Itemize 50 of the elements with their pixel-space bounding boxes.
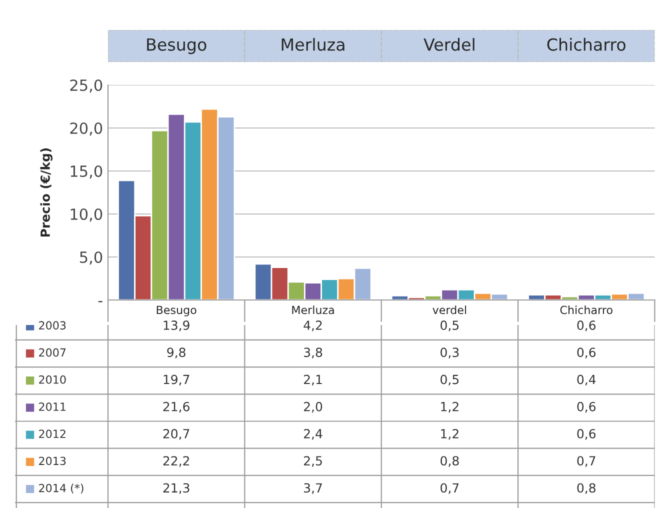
text: Verdel (424, 38, 474, 51)
data-label: 0,7 (577, 456, 596, 467)
data-label: 0,8 (440, 456, 459, 467)
y-tick-label: 5,0 (80, 251, 102, 265)
legend-label: 2013 (39, 456, 66, 466)
legend-label: 2007 (39, 348, 66, 357)
y-tick-label: 10,0 (70, 208, 102, 222)
data-label: 0,5 (440, 374, 459, 386)
data-label: 0,3 (440, 348, 459, 358)
legend-label: 2014 (*) (39, 484, 84, 494)
data-label: 0,6 (577, 402, 596, 413)
data-label: 2,5 (304, 456, 322, 467)
y-tick-label: 15,0 (70, 165, 102, 179)
legend-label: 2012 (39, 430, 66, 438)
data-label: 22,2 (163, 456, 190, 467)
data-label: 2,4 (304, 428, 322, 440)
legend-label: 2011 (39, 402, 66, 411)
data-label: 0,6 (577, 320, 596, 332)
data-label: 3,8 (304, 348, 322, 358)
data-label: 20,7 (163, 428, 190, 440)
data-label: 13,9 (164, 320, 190, 332)
data-label: 9,8 (167, 348, 186, 358)
x-tick-label: Besugo (156, 306, 196, 316)
data-label: 3,7 (304, 483, 322, 494)
data-label: 2,0 (304, 402, 322, 413)
data-label: 19,7 (164, 374, 190, 386)
data-label: 1,2 (441, 428, 458, 440)
text: Merluza (282, 38, 344, 51)
data-label: 0,7 (440, 483, 459, 494)
x-tick-label: verdel (432, 306, 466, 314)
y-tick-label: - (98, 301, 102, 302)
data-label: 21,6 (163, 402, 190, 413)
data-label: 4,2 (304, 320, 322, 332)
data-label: 0,5 (440, 320, 459, 332)
data-label: 0,4 (577, 374, 596, 386)
data-label: 0,6 (577, 428, 596, 440)
y-axis-title: Precio (€/kg) (40, 148, 52, 237)
legend-label: 2010 (39, 375, 66, 384)
text: Chicharro (547, 38, 626, 51)
data-label: 0,6 (577, 348, 596, 358)
text: Besugo (147, 38, 206, 54)
y-tick-label: 20,0 (70, 122, 102, 136)
data-label: 0,8 (577, 483, 596, 494)
legend-label: 2003 (39, 321, 66, 330)
x-tick-label: Chicharro (560, 306, 612, 314)
data-label: 21,3 (163, 483, 190, 494)
data-label: 1,2 (441, 402, 458, 413)
x-tick-label: Merluza (292, 306, 334, 314)
y-tick-label: 25,0 (70, 79, 102, 93)
data-label: 2,1 (304, 374, 322, 386)
